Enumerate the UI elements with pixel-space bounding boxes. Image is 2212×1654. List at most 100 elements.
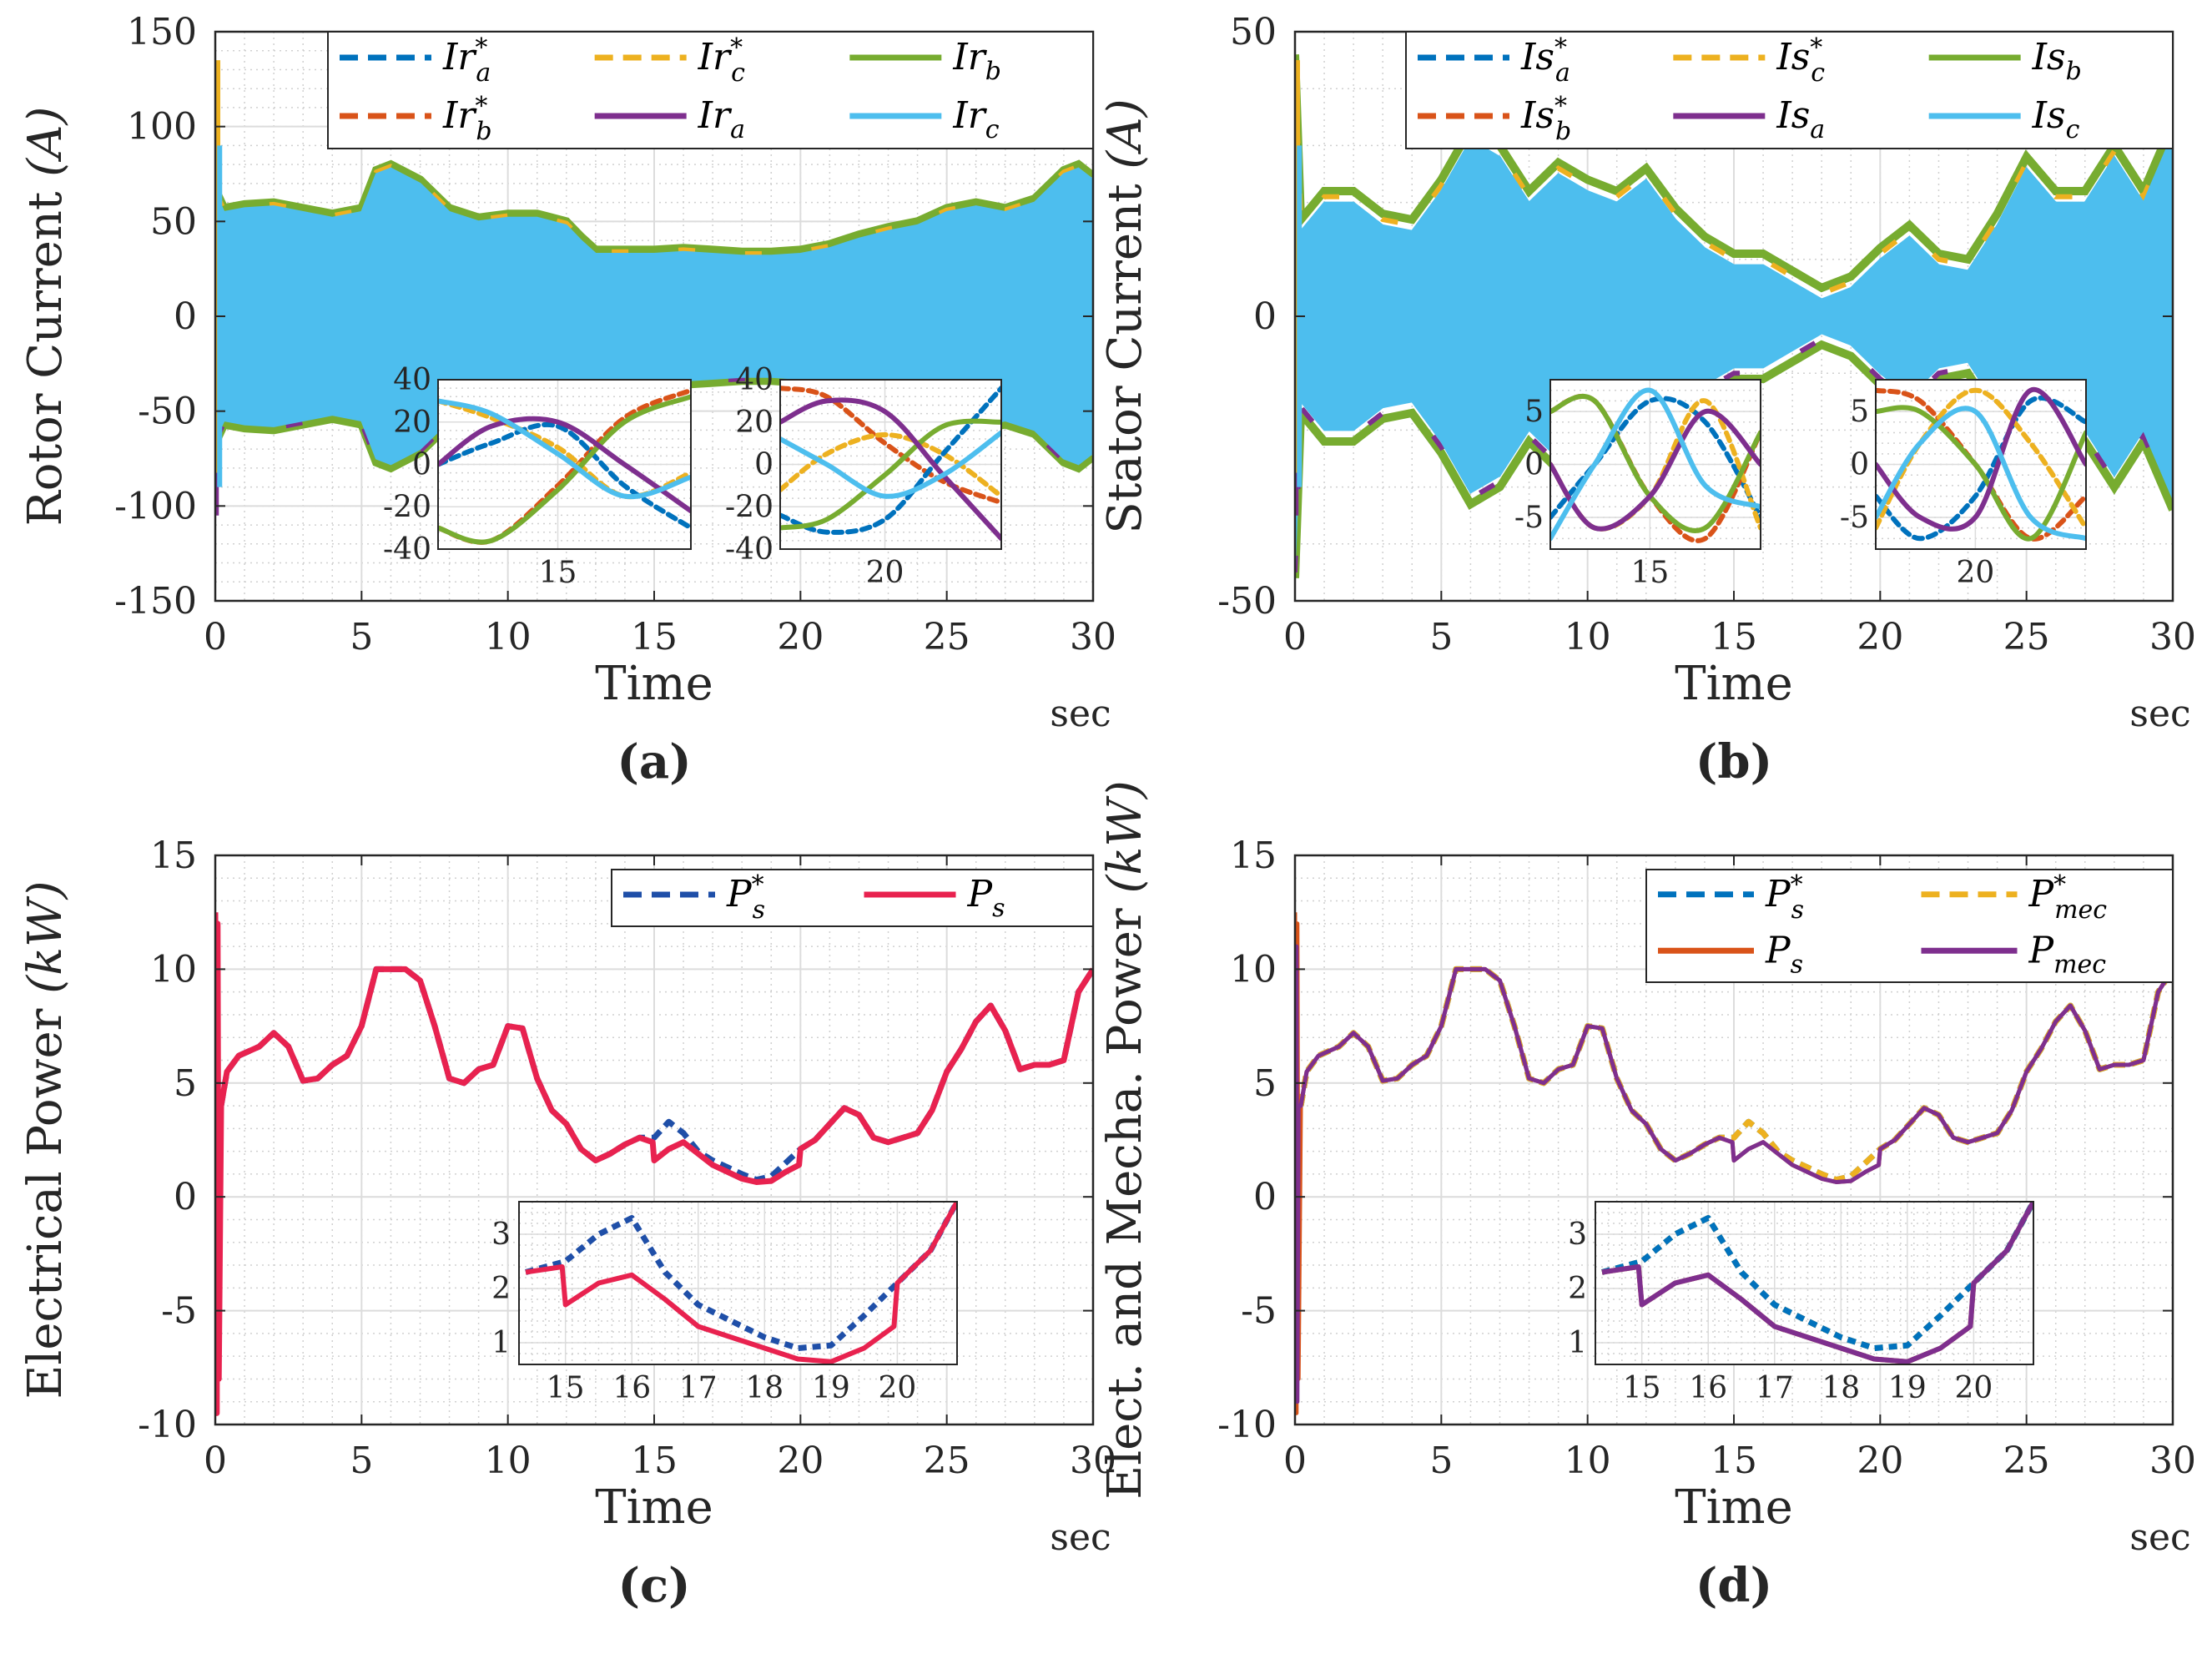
y-tick-label: 15 [1230, 835, 1277, 877]
legend-label-base: Ir [698, 36, 733, 78]
legend-box [1645, 869, 2174, 983]
legend-label-base: Ir [442, 94, 477, 137]
x-axis-label: Time [1675, 1480, 1793, 1535]
legend-label-base: Ir [952, 94, 987, 137]
legend-label-star: * [1791, 870, 1803, 900]
legend-label-sub: a [1555, 58, 1570, 88]
inset-series-line [438, 421, 691, 531]
inset-x-tick-label: 18 [745, 1371, 784, 1405]
legend-label-base: Is [1776, 94, 1810, 137]
inset-series-line [1876, 405, 2086, 542]
x-tick-label: 5 [1429, 1440, 1453, 1482]
legend-label: P* s [1765, 870, 1804, 925]
inset-box [1549, 379, 1761, 550]
inset-y-tick-label: 3 [1568, 1218, 1587, 1252]
legend-label-sub: b [985, 57, 1001, 86]
x-axis-label: Time [595, 1480, 713, 1535]
x-tick-label: 15 [1711, 1440, 1757, 1482]
inset-d: 15 16 17 18 19 20 1 2 3 [1568, 1201, 2034, 1405]
legend-label-star: * [730, 33, 743, 63]
inset-y-tick-label: 2 [491, 1272, 511, 1306]
inset-c: 15 16 17 18 19 20 1 2 3 [491, 1201, 958, 1405]
y-tick-label: 5 [174, 1062, 197, 1105]
legend-entry: Is* a [1418, 33, 1570, 88]
legend-entry: P* mec [1921, 870, 2107, 925]
inset-series-line [1550, 408, 1761, 532]
legend-label: Isc [2032, 94, 2080, 144]
y-tick-label: -10 [1217, 1404, 1277, 1446]
legend-label-sub: mec [2053, 950, 2106, 979]
legend-label-sub: a [1810, 115, 1825, 144]
legend-box [611, 869, 1094, 927]
legend-entry: Ps [864, 873, 1005, 923]
x-tick-label: 0 [204, 616, 227, 658]
inset-x-tick-label: 15 [539, 556, 577, 590]
legend-label: Ir* a [442, 33, 491, 88]
y-tick-label: 150 [127, 11, 197, 53]
legend-label-sub: c [1811, 58, 1825, 88]
axis-label-name: Elect. and Mecha. Power [1098, 894, 1152, 1500]
data-layer [1295, 912, 2173, 1415]
inset-x-tick-label: 17 [1756, 1371, 1794, 1405]
legend-label-base: P [967, 873, 994, 915]
x-tick-label: 10 [1565, 1440, 1611, 1482]
legend-entry: P* s [1658, 870, 1804, 925]
inset-series-line [438, 394, 691, 545]
inset-box [518, 1201, 958, 1365]
y-tick-label: 0 [1253, 295, 1277, 338]
x-tick-label: 30 [2149, 616, 2196, 658]
x-tick-label: 0 [204, 1440, 227, 1482]
y-tick-label: -150 [114, 580, 197, 623]
inset-series-line [1550, 387, 1761, 542]
inset-y-tick-label: 1 [1568, 1326, 1587, 1360]
x-tick-label: 25 [2003, 1440, 2050, 1482]
y-tick-label: 5 [1253, 1062, 1277, 1105]
x-tick-label: 0 [1283, 616, 1307, 658]
inset-x-tick-label: 19 [812, 1371, 850, 1405]
inset-x-tick-label: 15 [1623, 1371, 1661, 1405]
legend-entry: Pmec [1921, 929, 2107, 979]
inset-b-2: 20 -5 0 5 [1840, 379, 2087, 590]
x-tick-label: 25 [924, 616, 970, 658]
x-tick-label: 5 [350, 1440, 373, 1482]
inset-y-tick-label: -40 [383, 532, 431, 567]
inset-box [437, 379, 692, 550]
y-tick-label: 0 [1253, 1176, 1277, 1218]
x-tick-label: 15 [631, 1440, 678, 1482]
envelope-edge-top [1295, 54, 2173, 293]
envelope-band [1295, 65, 2173, 567]
legend-label-sub: s [1791, 950, 1803, 979]
inset-series-line [1601, 1202, 2033, 1351]
inset-series-line [1601, 1202, 2033, 1364]
legend-label: Pmec [2028, 929, 2107, 979]
legend-entry: Is* c [1673, 33, 1825, 88]
legend-label-base: P [2028, 929, 2055, 971]
y-tick-label: -100 [114, 485, 197, 527]
y-tick-label: 50 [150, 200, 197, 243]
inset-series-line [438, 398, 691, 500]
legend-label: Is* a [1520, 33, 1570, 88]
inset-y-tick-label: 3 [491, 1218, 511, 1252]
legend: P* s Ps [611, 869, 1094, 927]
x-axis-unit: sec [1050, 1516, 1111, 1559]
legend-label-sub: b [476, 117, 491, 146]
axis-label-name: Rotor Current [18, 177, 73, 527]
inset-series-line [780, 418, 1001, 531]
inset-y-tick-label: 0 [754, 448, 773, 482]
legend-label-base: Ir [698, 94, 733, 137]
legend-label-base: Ir [442, 36, 477, 78]
legend-label-base: P [726, 873, 753, 915]
x-tick-label: 15 [1711, 616, 1757, 658]
axis-label: Electrical Power (kW) [18, 881, 73, 1399]
x-axis-unit: sec [1050, 693, 1111, 735]
inset-y-tick-label: -5 [1840, 501, 1869, 535]
x-tick-label: 20 [777, 1440, 824, 1482]
inset-x-tick-label: 16 [1689, 1371, 1727, 1405]
legend-label-base: Is [1776, 36, 1810, 78]
inset-box [779, 379, 1002, 550]
axis-label: Elect. and Mecha. Power (kW) [1098, 780, 1152, 1499]
legend-label: Ps [1765, 929, 1803, 979]
x-tick-label: 10 [1565, 616, 1611, 658]
inset-x-tick-label: 15 [1630, 556, 1669, 590]
